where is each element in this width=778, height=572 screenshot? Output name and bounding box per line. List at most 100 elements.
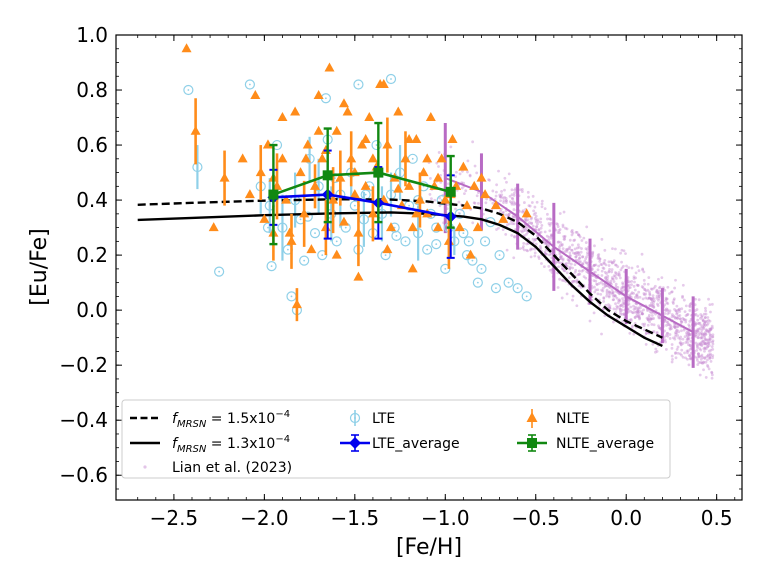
- lian-point: [609, 260, 613, 264]
- lian-point: [651, 296, 655, 300]
- nlte-point: [458, 161, 469, 171]
- lian-point: [539, 230, 543, 234]
- lian-point: [687, 323, 691, 327]
- lian-point: [655, 289, 659, 293]
- lian-point: [634, 307, 637, 311]
- lian-point: [683, 318, 686, 322]
- lian-point: [710, 326, 714, 330]
- lian-point: [494, 190, 498, 194]
- lian-point: [694, 322, 698, 326]
- lian-point: [576, 273, 580, 277]
- lian-point: [644, 289, 648, 293]
- lian-point: [621, 281, 624, 285]
- lian-point: [677, 336, 681, 340]
- lte-point: [277, 222, 288, 233]
- lian-point: [578, 253, 582, 257]
- lian-point: [604, 278, 608, 282]
- lte-point-center: [314, 232, 316, 235]
- lian-point: [618, 304, 622, 308]
- lian-point: [512, 203, 516, 206]
- lian-point: [568, 247, 571, 251]
- lte-point: [214, 266, 225, 277]
- lte-point-center: [187, 89, 190, 91]
- lian-point: [633, 316, 637, 320]
- x-tick-label: −1.0: [421, 506, 470, 530]
- lian-point: [664, 340, 667, 344]
- lian-point: [500, 193, 504, 197]
- nlte-point: [349, 189, 360, 199]
- lian-point: [601, 289, 605, 293]
- lian-point: [656, 291, 660, 295]
- lian-point: [680, 348, 684, 352]
- lian-point: [707, 353, 710, 357]
- lian-point: [485, 197, 489, 201]
- lian-point: [646, 318, 650, 321]
- lian-point: [491, 189, 495, 193]
- lian-point: [636, 315, 639, 318]
- lian-point: [611, 247, 614, 251]
- lian-point: [697, 298, 701, 302]
- lian-point: [605, 290, 609, 294]
- lian-point: [560, 243, 564, 247]
- lian-point: [585, 248, 589, 251]
- lian-point: [571, 294, 575, 298]
- lian-point: [657, 326, 661, 330]
- lian-point: [657, 314, 660, 318]
- lian-point: [531, 237, 535, 241]
- lian-point: [575, 246, 579, 250]
- lian-point: [602, 296, 606, 299]
- lian-point: [549, 233, 553, 237]
- lian-point: [701, 339, 705, 343]
- lian-point: [548, 217, 552, 221]
- nlte-point: [338, 98, 349, 108]
- lian-point: [674, 356, 678, 360]
- lian-point: [673, 325, 677, 328]
- lian-point: [544, 252, 547, 256]
- lian-point: [574, 255, 578, 259]
- lian-point: [654, 290, 658, 294]
- lian-point: [614, 282, 618, 286]
- lian-point: [703, 356, 707, 360]
- legend: fMRSN = 1.5x10−4 fMRSN = 1.3x10−4 Lian e…: [121, 399, 671, 479]
- lte-point-center: [324, 97, 327, 100]
- lian-point: [665, 324, 668, 327]
- lian-point: [678, 341, 682, 345]
- lian-point: [695, 356, 699, 360]
- lian-point: [507, 172, 511, 176]
- lian-point: [501, 196, 505, 200]
- lian-point: [599, 263, 603, 266]
- lte-point-center: [286, 248, 289, 251]
- lian-point: [557, 265, 561, 269]
- lian-point: [545, 234, 549, 238]
- lian-point: [446, 182, 450, 186]
- lian-point: [559, 255, 563, 259]
- lian-point: [574, 230, 578, 234]
- lian-point: [505, 180, 508, 184]
- lian-point: [535, 225, 539, 229]
- lian-point: [702, 322, 706, 326]
- lian-point: [696, 352, 700, 355]
- lian-point: [710, 345, 714, 349]
- lian-point: [622, 264, 625, 268]
- lian-point: [696, 318, 700, 322]
- lian-point: [473, 164, 477, 168]
- x-tick-label: −0.5: [511, 506, 560, 530]
- lian-point: [679, 342, 683, 346]
- lian-point: [612, 261, 616, 264]
- lian-point: [620, 248, 624, 252]
- lian-point: [632, 277, 636, 280]
- lian-point: [558, 277, 562, 281]
- lian-point: [498, 193, 502, 197]
- lian-point: [655, 296, 659, 300]
- lian-point: [562, 237, 566, 241]
- lian-point: [610, 270, 614, 274]
- lian-point: [534, 214, 538, 218]
- lian-point: [600, 332, 603, 336]
- lte-point-center: [408, 204, 410, 207]
- lian-point: [706, 354, 710, 358]
- lian-point: [616, 273, 620, 277]
- lian-point: [680, 320, 684, 324]
- lian-point: [502, 201, 505, 204]
- lian-point: [596, 268, 600, 272]
- lian-point: [673, 325, 677, 329]
